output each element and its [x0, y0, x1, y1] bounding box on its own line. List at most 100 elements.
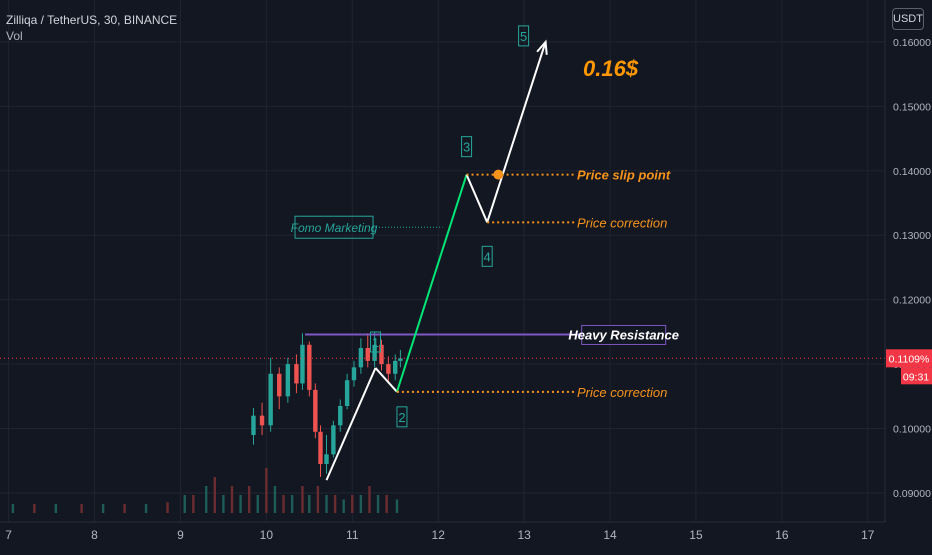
- volume-bar: [205, 486, 208, 513]
- wave-label-box[interactable]: [396, 406, 408, 428]
- time-tick-label: 15: [689, 528, 703, 542]
- price-axis-panel[interactable]: [885, 0, 932, 550]
- price-tick-label: 0.12000: [893, 295, 931, 307]
- time-tick-label: 12: [432, 528, 446, 542]
- wave-label-4[interactable]: 4: [484, 249, 491, 264]
- wave-label-5[interactable]: 5: [520, 29, 527, 44]
- volume-bar: [265, 468, 268, 513]
- price-correction-lower-label[interactable]: Price correction: [577, 385, 667, 400]
- price-slip-label[interactable]: Price slip point: [577, 168, 671, 183]
- countdown-badge: [901, 367, 932, 385]
- candle-body: [318, 431, 323, 464]
- volume-bar: [213, 477, 217, 513]
- volume-indicator-label[interactable]: Vol: [6, 29, 23, 43]
- volume-bar: [192, 495, 195, 513]
- candle-body: [307, 344, 312, 390]
- time-tick-label: 7: [5, 528, 12, 542]
- volume-bar: [301, 486, 304, 513]
- volume-bar: [101, 504, 105, 513]
- volume-bar: [33, 504, 36, 513]
- volume-bar: [282, 495, 285, 513]
- target-price-label[interactable]: 0.16$: [583, 56, 639, 81]
- candle-body: [393, 360, 398, 374]
- time-tick-label: 16: [775, 528, 789, 542]
- candle-body: [386, 364, 391, 374]
- price-tick-label: 0.10000: [893, 424, 931, 436]
- volume-bar: [239, 495, 242, 513]
- price-correction-upper-label[interactable]: Price correction: [577, 215, 667, 230]
- countdown-label: 09:31: [903, 371, 929, 383]
- projection-path-segment[interactable]: [374, 367, 398, 393]
- volume-bar: [230, 486, 234, 513]
- volume-bar: [144, 504, 148, 513]
- volume-bar: [342, 499, 345, 513]
- volume-bar: [351, 495, 354, 513]
- volume-bar: [376, 495, 380, 513]
- volume-bar: [368, 486, 371, 513]
- volume-bar: [222, 495, 225, 513]
- candle-body: [372, 344, 377, 361]
- fomo-note-label[interactable]: Fomo Marketing: [291, 221, 378, 235]
- currency-button[interactable]: USDT: [892, 8, 924, 30]
- volume-bar: [325, 495, 328, 513]
- projection-path-segment[interactable]: [396, 174, 468, 393]
- volume-bar: [123, 504, 126, 513]
- resistance-label-box[interactable]: [581, 324, 667, 345]
- candle-body: [324, 454, 329, 464]
- volume-bar: [359, 495, 363, 513]
- candle-body: [358, 348, 364, 368]
- volume-bar: [166, 502, 169, 513]
- current-price-badge[interactable]: [886, 349, 932, 368]
- price-slip-marker[interactable]: [493, 169, 504, 180]
- volume-bar: [80, 504, 83, 513]
- volume-bar: [256, 495, 259, 513]
- volume-bar: [316, 486, 320, 513]
- wave-label-1[interactable]: 1: [372, 335, 379, 350]
- candle-body: [344, 380, 350, 406]
- candle-body: [277, 373, 282, 397]
- wave-label-box[interactable]: [461, 136, 473, 158]
- symbol-title[interactable]: Zilliqa / TetherUS, 30, BINANCE: [6, 13, 178, 27]
- projection-path-segment[interactable]: [486, 41, 547, 223]
- time-tick-label: 10: [260, 528, 274, 542]
- price-tick-label: 0.14000: [893, 166, 931, 178]
- candle-body: [331, 425, 336, 455]
- projection-path-segment[interactable]: [325, 367, 377, 481]
- symbol-header: Zilliqa / TetherUS, 30, BINANCE Vol: [6, 12, 177, 44]
- volume-bar: [290, 495, 294, 513]
- candle-body: [313, 389, 318, 432]
- price-tick-label: 0.15000: [893, 101, 931, 113]
- time-tick-label: 17: [861, 528, 875, 542]
- wave-label-2[interactable]: 2: [398, 410, 405, 425]
- time-axis-panel[interactable]: [0, 522, 885, 550]
- candle-body: [268, 373, 273, 426]
- volume-bars: [11, 468, 399, 513]
- projection-path-segment[interactable]: [465, 174, 489, 223]
- volume-bar: [333, 495, 337, 513]
- wave-label-box[interactable]: [481, 245, 493, 267]
- candle-body: [285, 364, 291, 397]
- candle-body: [398, 358, 403, 361]
- volume-bar: [395, 499, 399, 513]
- wave-label-box[interactable]: [518, 25, 530, 47]
- price-tick-label: 0.09000: [893, 488, 931, 500]
- volume-bar: [54, 504, 58, 513]
- price-tick-label: 0.16000: [893, 37, 931, 49]
- wave-label-box[interactable]: [369, 331, 381, 353]
- candlesticks: [251, 331, 403, 477]
- time-tick-label: 14: [603, 528, 617, 542]
- wave-label-3[interactable]: 3: [463, 140, 470, 155]
- volume-bar: [385, 495, 388, 513]
- drawing-tools[interactable]: Heavy Resistance 1 2 3 4 5 Price slip point Pri…: [0, 25, 885, 481]
- candle-body: [338, 406, 343, 426]
- time-tick-label: 8: [91, 528, 98, 542]
- candle-body: [259, 415, 265, 426]
- projection-arrowhead: [536, 39, 548, 55]
- volume-bar: [11, 504, 15, 513]
- resistance-label[interactable]: Heavy Resistance: [568, 327, 679, 342]
